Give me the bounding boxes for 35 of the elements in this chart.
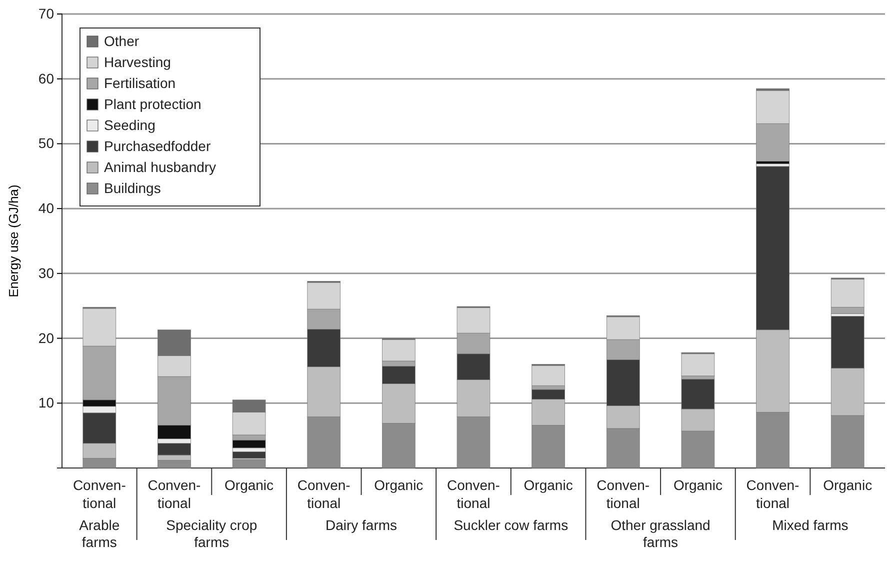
x-tick-label: Conven-tional xyxy=(72,477,126,511)
legend-label: Plant protection xyxy=(104,96,202,112)
legend-label: Seeding xyxy=(104,117,156,133)
legend-label: Buildings xyxy=(104,180,161,196)
y-tick-label: 10 xyxy=(38,394,54,411)
y-tick-label: 30 xyxy=(38,264,54,281)
text: Arable farms xyxy=(79,517,120,550)
bar xyxy=(681,354,715,376)
x-tick-label: Organic xyxy=(673,477,722,493)
legend-label: Fertilisation xyxy=(104,75,176,91)
x-tick-label: Conven-tional xyxy=(148,477,202,511)
y-axis-title: Energy use (GJ/ha) xyxy=(6,184,21,298)
text: Other grassland farms xyxy=(610,517,710,550)
text: Speciality crop farms xyxy=(166,517,258,550)
bar xyxy=(532,365,565,386)
text: Mixed farms xyxy=(772,517,848,533)
y-tick-label: 50 xyxy=(38,135,54,152)
y-tick-label: 40 xyxy=(38,200,54,216)
x-tick-label: Organic xyxy=(374,477,424,493)
legend-label: Harvesting xyxy=(104,54,171,70)
x-tick-label: Conven-tional xyxy=(447,477,500,511)
legend-label: Animal husbandry xyxy=(104,159,216,175)
x-tick-label: Organic xyxy=(224,477,274,493)
legend-label: Other xyxy=(104,33,140,49)
text: Dairy farms xyxy=(325,517,398,533)
y-tick-label: 70 xyxy=(38,5,54,22)
x-tick-label: Conven-tional xyxy=(596,477,650,511)
y-tick-label: 60 xyxy=(38,70,54,86)
y-tick-label: 20 xyxy=(38,330,54,346)
text: Suckler cow farms xyxy=(454,517,568,533)
legend-label: Purchasedfodder xyxy=(104,138,211,154)
x-tick-label: Organic xyxy=(823,477,872,493)
x-tick-label: Conven-tional xyxy=(297,477,351,511)
x-tick-label: Conven-tional xyxy=(746,477,800,511)
x-tick-label: Organic xyxy=(524,477,573,493)
